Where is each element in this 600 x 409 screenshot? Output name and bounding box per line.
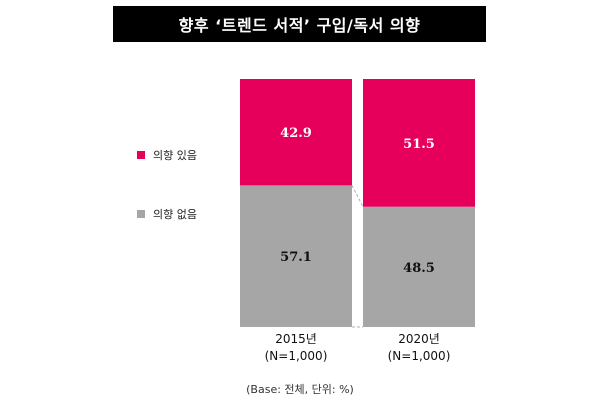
footnote: (Base: 전체, 단위: %) bbox=[246, 383, 354, 396]
data-label-yes-0: 42.9 bbox=[280, 126, 312, 141]
data-label-yes-1: 51.5 bbox=[403, 137, 435, 152]
connector-line-middle bbox=[351, 185, 364, 207]
legend: 의향 있음 의향 없음 bbox=[137, 145, 197, 263]
bar-yes-0 bbox=[240, 79, 352, 186]
legend-swatch-no bbox=[137, 210, 145, 218]
bar-no-1 bbox=[363, 206, 475, 327]
category-label-0: 2015년 bbox=[275, 332, 317, 346]
data-label-no-0: 57.1 bbox=[280, 250, 312, 265]
data-label-no-1: 48.5 bbox=[403, 261, 435, 276]
legend-label-yes: 의향 있음 bbox=[153, 149, 197, 162]
chart-title: 향후 ‘트렌드 서적’ 구입/독서 의향 bbox=[113, 6, 486, 42]
legend-label-no: 의향 없음 bbox=[153, 208, 197, 221]
category-label-1: 2020년 bbox=[398, 332, 440, 346]
bar-yes-1 bbox=[363, 79, 475, 207]
legend-item-no: 의향 없음 bbox=[137, 204, 197, 224]
bar-no-0 bbox=[240, 185, 352, 327]
legend-swatch-yes bbox=[137, 151, 145, 159]
category-base-1: (N=1,000) bbox=[388, 349, 451, 363]
legend-item-yes: 의향 있음 bbox=[137, 145, 197, 165]
category-base-0: (N=1,000) bbox=[265, 349, 328, 363]
